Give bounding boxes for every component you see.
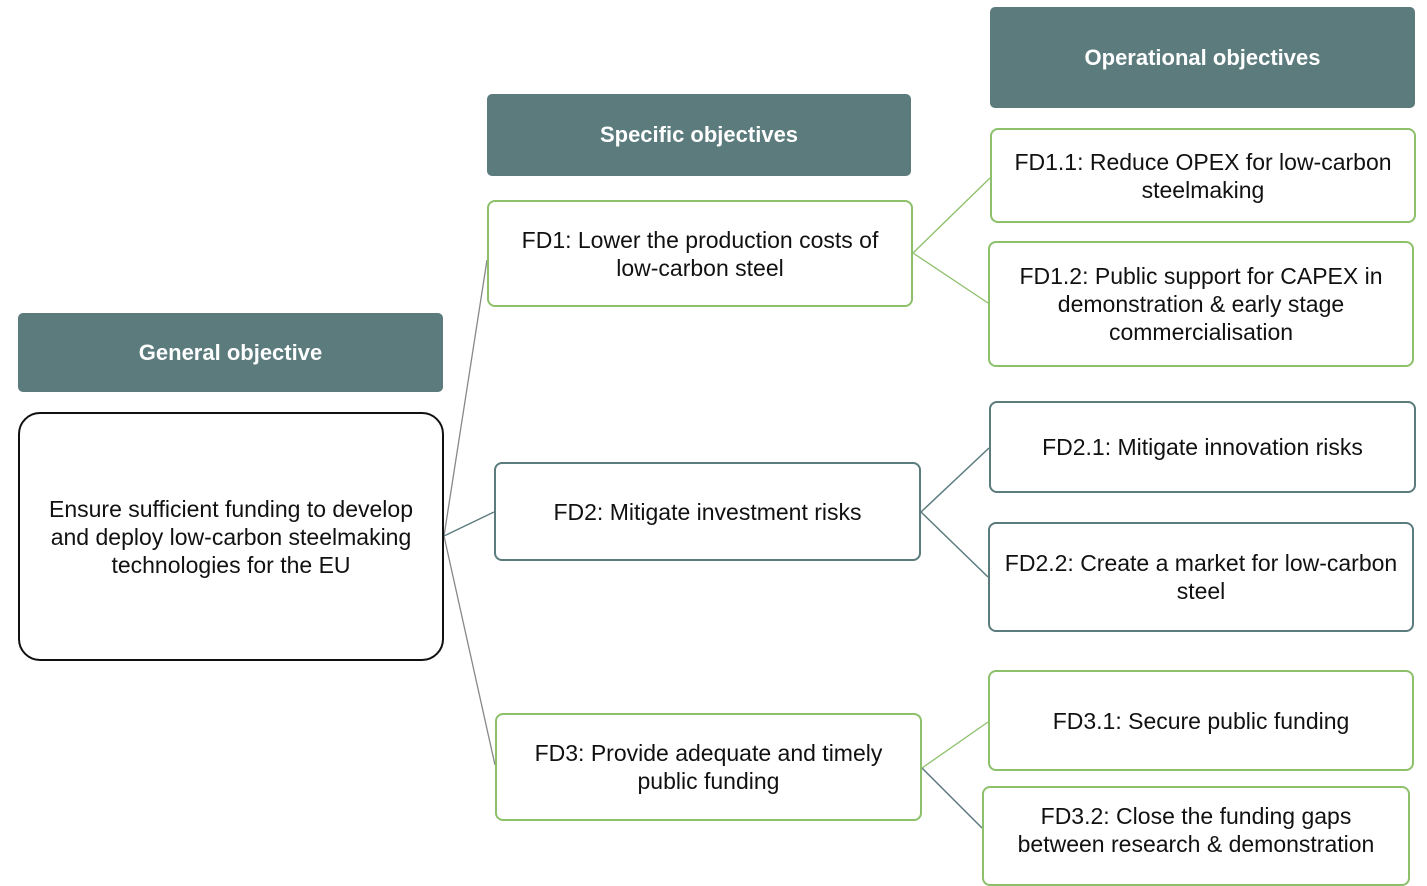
specific-objective: FD3: Provide adequate and timely public … [495, 713, 922, 821]
general-header: General objective [18, 313, 443, 392]
connector [443, 259, 488, 537]
operational-objective: FD1.1: Reduce OPEX for low-carbon steelm… [990, 128, 1416, 223]
connector [921, 721, 989, 769]
operational-objective: FD1.2: Public support for CAPEX in demon… [988, 241, 1414, 367]
specific-objective: FD1: Lower the production costs of low-c… [487, 200, 913, 307]
specific-header: Specific objectives [487, 94, 911, 176]
specific-objective: FD2: Mitigate investment risks [494, 462, 921, 561]
connector [921, 767, 983, 829]
connector [443, 511, 495, 537]
connector [912, 252, 989, 304]
connector [912, 177, 991, 254]
general-objective: Ensure sufficient funding to develop and… [18, 412, 444, 661]
operational-objective: FD2.1: Mitigate innovation risks [989, 401, 1416, 493]
operational-header: Operational objectives [990, 7, 1415, 108]
connector [920, 447, 990, 513]
operational-objective: FD3.2: Close the funding gaps between re… [982, 786, 1410, 886]
operational-objective: FD3.1: Secure public funding [988, 670, 1414, 771]
connector [443, 535, 496, 766]
operational-objective: FD2.2: Create a market for low-carbon st… [988, 522, 1414, 632]
connector [920, 511, 989, 578]
